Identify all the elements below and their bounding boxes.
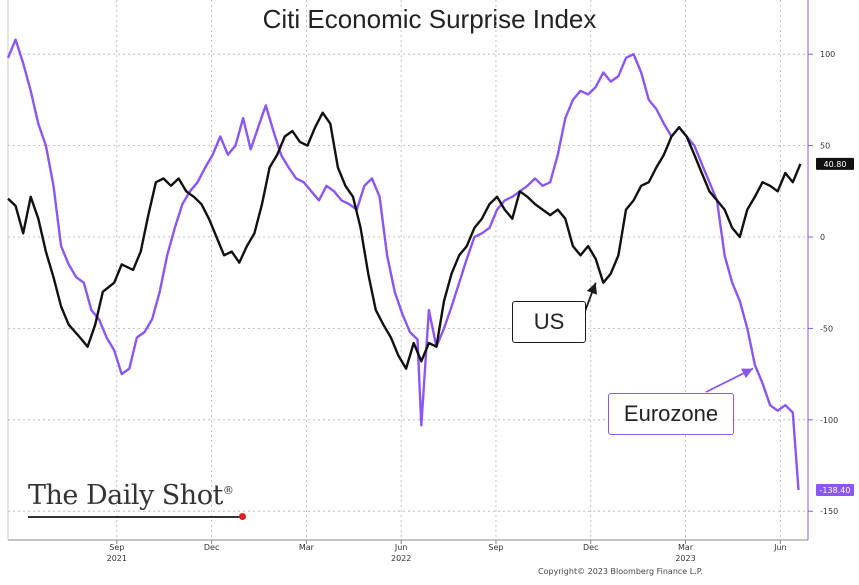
y-tick-label: -50 (820, 324, 833, 333)
x-tick-label: Sep (109, 543, 124, 552)
y-tick-label: 100 (820, 50, 835, 59)
annotation-arrow-eurozone (705, 367, 754, 393)
y-tick-label: 0 (820, 233, 825, 242)
y-tick-label: 50 (820, 142, 830, 151)
y-tick-label: -100 (820, 416, 838, 425)
logo-dot (239, 513, 246, 520)
series-line-us (7, 111, 802, 370)
chart-title: Citi Economic Surprise Index (262, 4, 597, 34)
source-credit: Copyright© 2023 Bloomberg Finance L.P. (538, 567, 703, 576)
us-callout-box: US (512, 301, 586, 343)
y-tick-label: -150 (820, 507, 838, 516)
x-tick-label: Dec (204, 543, 219, 552)
x-tick-label: Sep (488, 543, 503, 552)
daily-shot-logo: The Daily Shot® (28, 480, 234, 511)
x-tick-label: Mar (299, 543, 315, 552)
x-tick-label: Jun (773, 543, 787, 552)
eurozone-callout-box: Eurozone (608, 393, 734, 435)
x-tick-label: Jun (394, 543, 408, 552)
logo-text: The Daily Shot (28, 480, 223, 511)
x-tick-label: Mar (678, 543, 694, 552)
x-tick-label: Dec (583, 543, 598, 552)
last-value-tag-eurozone (816, 483, 854, 496)
last-value-tag-us (816, 157, 854, 170)
x-year-label: 2023 (675, 554, 695, 563)
logo-underline (28, 516, 242, 518)
x-year-label: 2022 (391, 554, 411, 563)
series-line-eurozone (6, 38, 800, 491)
last-value-label-eurozone: -138.40 (820, 486, 851, 495)
last-value-label-us: 40.80 (824, 160, 847, 169)
logo-mark: ® (222, 484, 234, 497)
x-year-label: 2021 (107, 554, 127, 563)
